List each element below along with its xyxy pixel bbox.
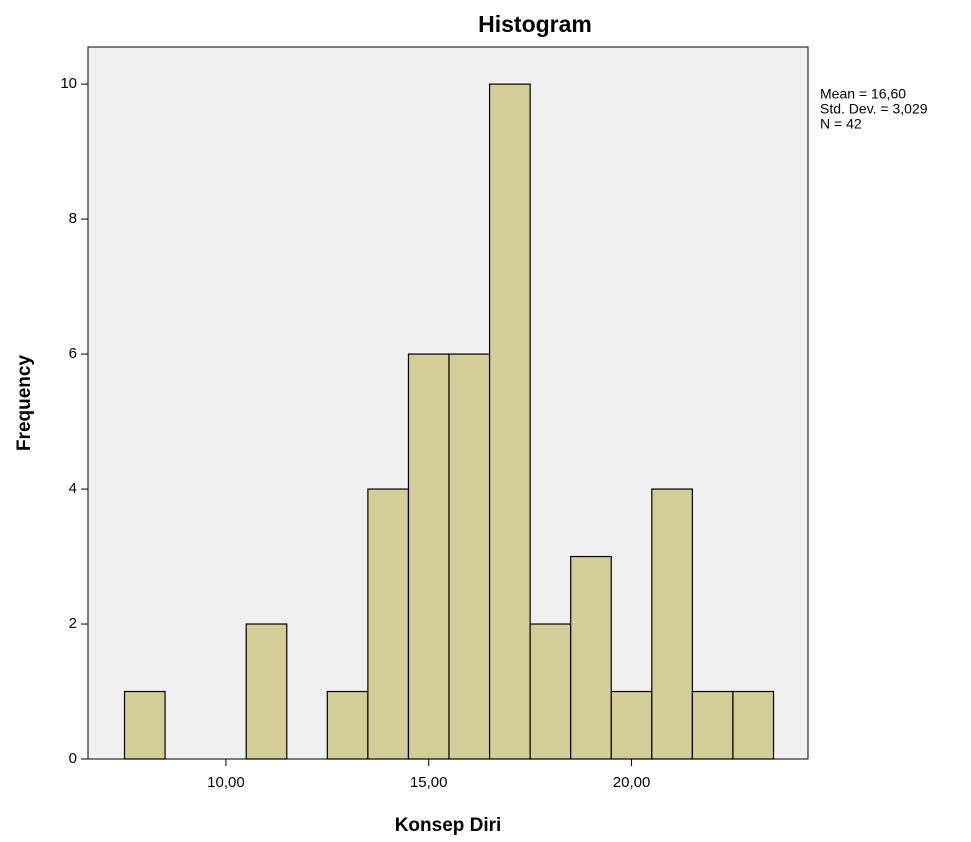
annotation: N = 42 — [820, 116, 862, 132]
x-tick-label: 20,00 — [613, 774, 651, 791]
page: {"chart_data": {"type": "histogram", "ti… — [0, 0, 971, 842]
bar — [652, 489, 693, 759]
y-tick-label: 6 — [69, 345, 77, 362]
bar — [571, 557, 612, 759]
y-axis-title: Frequency — [14, 355, 35, 452]
bar — [530, 624, 571, 759]
bar — [408, 354, 449, 759]
chart: Histogram Konsep Diri Frequency Mean = 1… — [0, 0, 971, 842]
bar — [490, 84, 531, 759]
x-tick-label: 10,00 — [207, 774, 245, 791]
bar — [246, 624, 287, 759]
x-tick-label: 15,00 — [410, 774, 448, 791]
bar — [125, 692, 166, 759]
annotation: Mean = 16,60 — [820, 86, 906, 102]
y-tick-label: 0 — [69, 750, 77, 767]
bar — [368, 489, 409, 759]
bar — [692, 692, 733, 759]
bar — [733, 692, 774, 759]
y-tick-label: 2 — [69, 615, 77, 632]
bar — [449, 354, 490, 759]
bar — [611, 692, 652, 759]
annotation: Std. Dev. = 3,029 — [820, 101, 928, 117]
y-tick-label: 10 — [60, 75, 77, 92]
y-tick-label: 8 — [69, 210, 77, 227]
chart-title: Histogram — [478, 11, 592, 37]
y-tick-label: 4 — [69, 480, 77, 497]
bar — [327, 692, 368, 759]
x-axis-title: Konsep Diri — [395, 815, 502, 836]
